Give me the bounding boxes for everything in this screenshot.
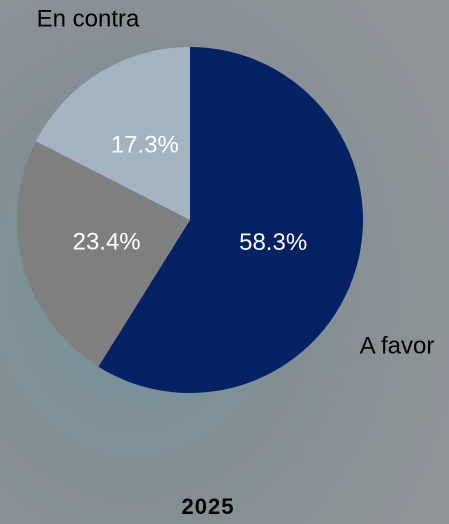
category-label: A favor — [360, 332, 435, 359]
chart-title: 2025 — [182, 494, 235, 519]
value-label: 58.3% — [239, 229, 307, 256]
value-label: 17.3% — [111, 132, 179, 159]
pie-slice — [16, 141, 191, 367]
pie-slice — [35, 47, 190, 220]
pie-slice — [98, 46, 364, 394]
value-label: 23.4% — [73, 228, 141, 255]
category-label: En contra — [37, 5, 140, 32]
